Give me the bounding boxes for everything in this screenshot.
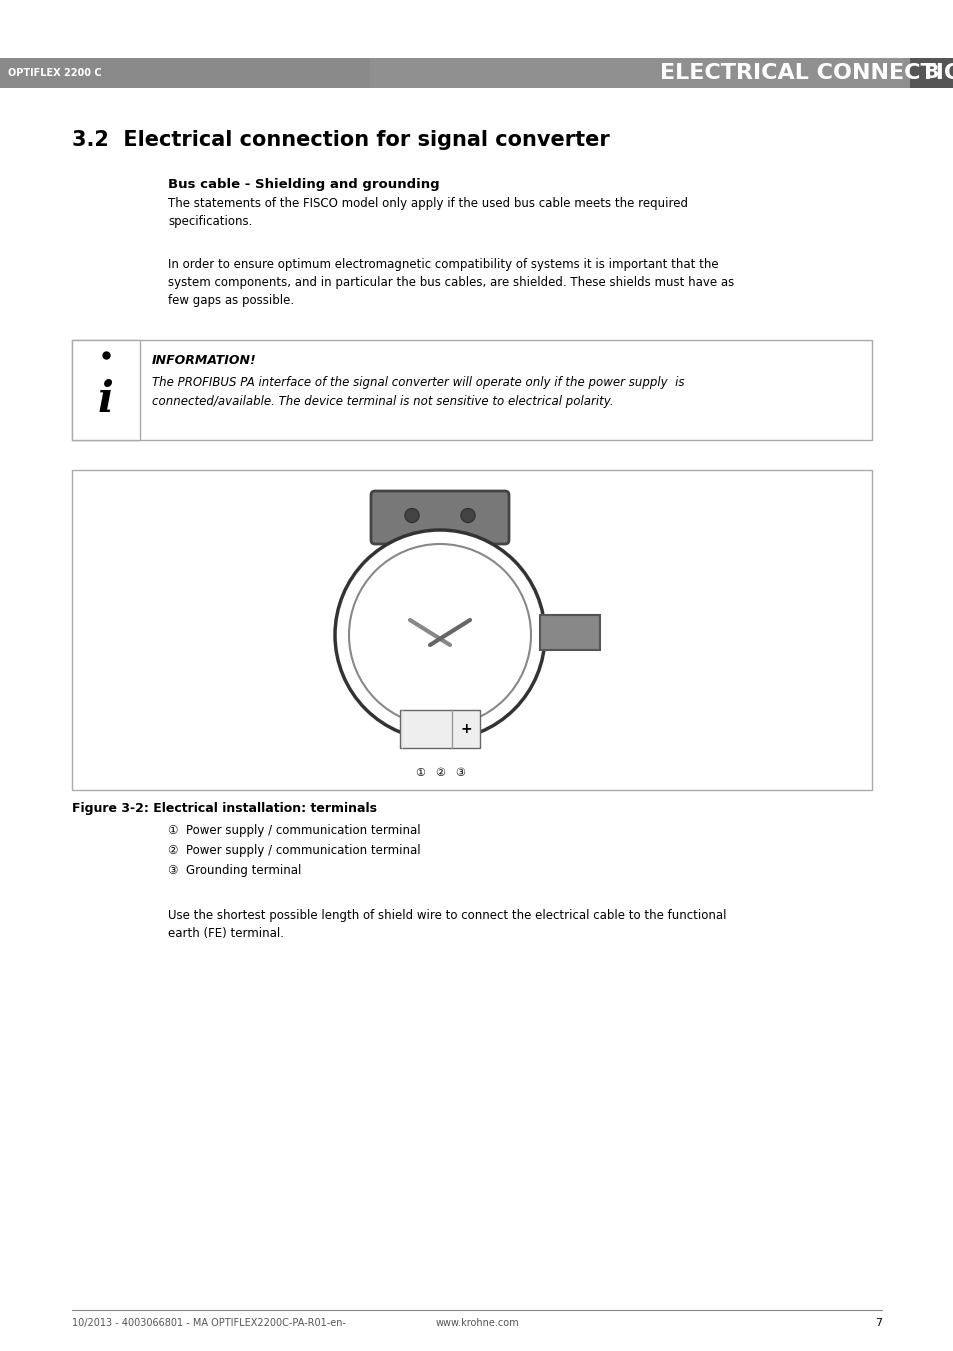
Text: INFORMATION!: INFORMATION! bbox=[152, 354, 256, 367]
Text: The statements of the FISCO model only apply if the used bus cable meets the req: The statements of the FISCO model only a… bbox=[168, 197, 687, 228]
Circle shape bbox=[349, 544, 531, 725]
Text: OPTIFLEX 2200 C: OPTIFLEX 2200 C bbox=[8, 68, 102, 78]
Text: ②  Power supply / communication terminal: ② Power supply / communication terminal bbox=[168, 844, 420, 857]
Bar bbox=[0, 58, 370, 88]
Circle shape bbox=[405, 508, 418, 523]
Text: Figure 3-2: Electrical installation: terminals: Figure 3-2: Electrical installation: ter… bbox=[71, 802, 376, 815]
Text: i: i bbox=[98, 380, 113, 422]
Text: 3.2  Electrical connection for signal converter: 3.2 Electrical connection for signal con… bbox=[71, 130, 609, 150]
Text: ①  Power supply / communication terminal: ① Power supply / communication terminal bbox=[168, 824, 420, 838]
FancyBboxPatch shape bbox=[371, 490, 509, 544]
Text: ①: ① bbox=[415, 767, 424, 778]
Text: ②: ② bbox=[435, 767, 444, 778]
Circle shape bbox=[460, 508, 475, 523]
Bar bbox=[0, 58, 953, 88]
Circle shape bbox=[335, 530, 544, 740]
Text: 7: 7 bbox=[874, 1319, 882, 1328]
Bar bbox=[71, 340, 871, 440]
Bar bbox=[71, 340, 140, 440]
Text: +: + bbox=[459, 721, 472, 736]
Text: 10/2013 - 4003066801 - MA OPTIFLEX2200C-PA-R01-en-: 10/2013 - 4003066801 - MA OPTIFLEX2200C-… bbox=[71, 1319, 346, 1328]
Text: 3: 3 bbox=[924, 63, 938, 82]
Bar bbox=[909, 58, 953, 88]
FancyBboxPatch shape bbox=[539, 615, 599, 650]
Text: ELECTRICAL CONNECTION: ELECTRICAL CONNECTION bbox=[659, 63, 953, 82]
Text: ③  Grounding terminal: ③ Grounding terminal bbox=[168, 865, 301, 877]
Text: ③: ③ bbox=[455, 767, 464, 778]
Text: Use the shortest possible length of shield wire to connect the electrical cable : Use the shortest possible length of shie… bbox=[168, 909, 726, 940]
FancyBboxPatch shape bbox=[399, 711, 479, 748]
Bar bbox=[71, 470, 871, 790]
Text: The PROFIBUS PA interface of the signal converter will operate only if the power: The PROFIBUS PA interface of the signal … bbox=[152, 376, 684, 408]
Text: In order to ensure optimum electromagnetic compatibility of systems it is import: In order to ensure optimum electromagnet… bbox=[168, 258, 734, 307]
Text: www.krohne.com: www.krohne.com bbox=[435, 1319, 518, 1328]
Text: Bus cable - Shielding and grounding: Bus cable - Shielding and grounding bbox=[168, 178, 439, 190]
